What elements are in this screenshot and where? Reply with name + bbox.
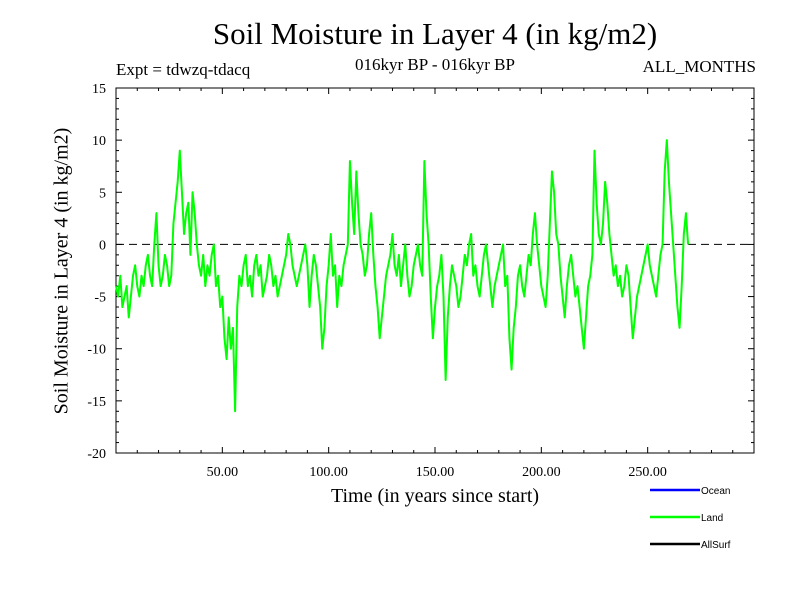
chart-title: Soil Moisture in Layer 4 (in kg/m2) xyxy=(212,16,658,51)
y-tick-label: 10 xyxy=(92,134,106,149)
x-tick-label: 50.00 xyxy=(207,465,239,480)
x-tick-label: 100.00 xyxy=(309,465,348,480)
y-tick-label: -10 xyxy=(87,343,106,358)
y-tick-label: 5 xyxy=(99,186,106,201)
legend-label-allsurf: AllSurf xyxy=(701,540,731,551)
y-tick-label: -5 xyxy=(94,291,106,306)
y-tick-label: 0 xyxy=(99,238,106,253)
series-layer xyxy=(115,139,690,413)
legend-label-ocean: Ocean xyxy=(701,486,730,497)
x-axis-label: Time (in years since start) xyxy=(330,485,540,507)
x-tick-label: 250.00 xyxy=(628,465,667,480)
period-label: 016kyr BP - 016kyr BP xyxy=(355,55,515,74)
x-tick-label: 200.00 xyxy=(522,465,561,480)
y-tick-label: 15 xyxy=(92,82,106,97)
y-tick-label: -20 xyxy=(87,447,106,462)
x-tick-label: 150.00 xyxy=(416,465,455,480)
legend-label-land: Land xyxy=(701,513,723,524)
experiment-label: Expt = tdwzq-tdacq xyxy=(116,60,251,79)
series-line-land xyxy=(115,139,690,413)
axes: 15 10 5 0 -5 -10 -15 -20 50.00 100.00 150.00 200.00… xyxy=(87,82,755,480)
season-label: ALL_MONTHS xyxy=(642,57,756,76)
y-tick-label: -15 xyxy=(87,395,106,410)
legend: Ocean Land AllSurf xyxy=(650,486,731,551)
